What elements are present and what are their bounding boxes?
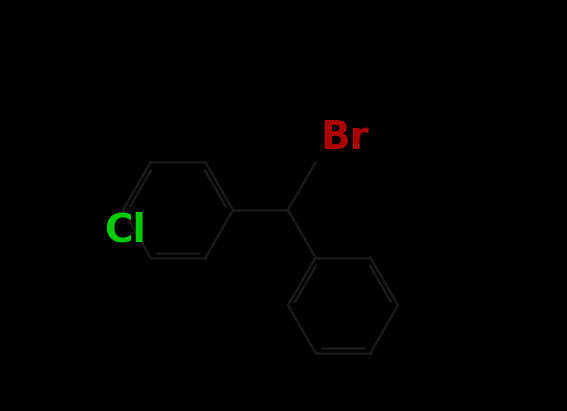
Text: Br: Br <box>320 119 369 157</box>
Text: Cl: Cl <box>104 212 146 249</box>
